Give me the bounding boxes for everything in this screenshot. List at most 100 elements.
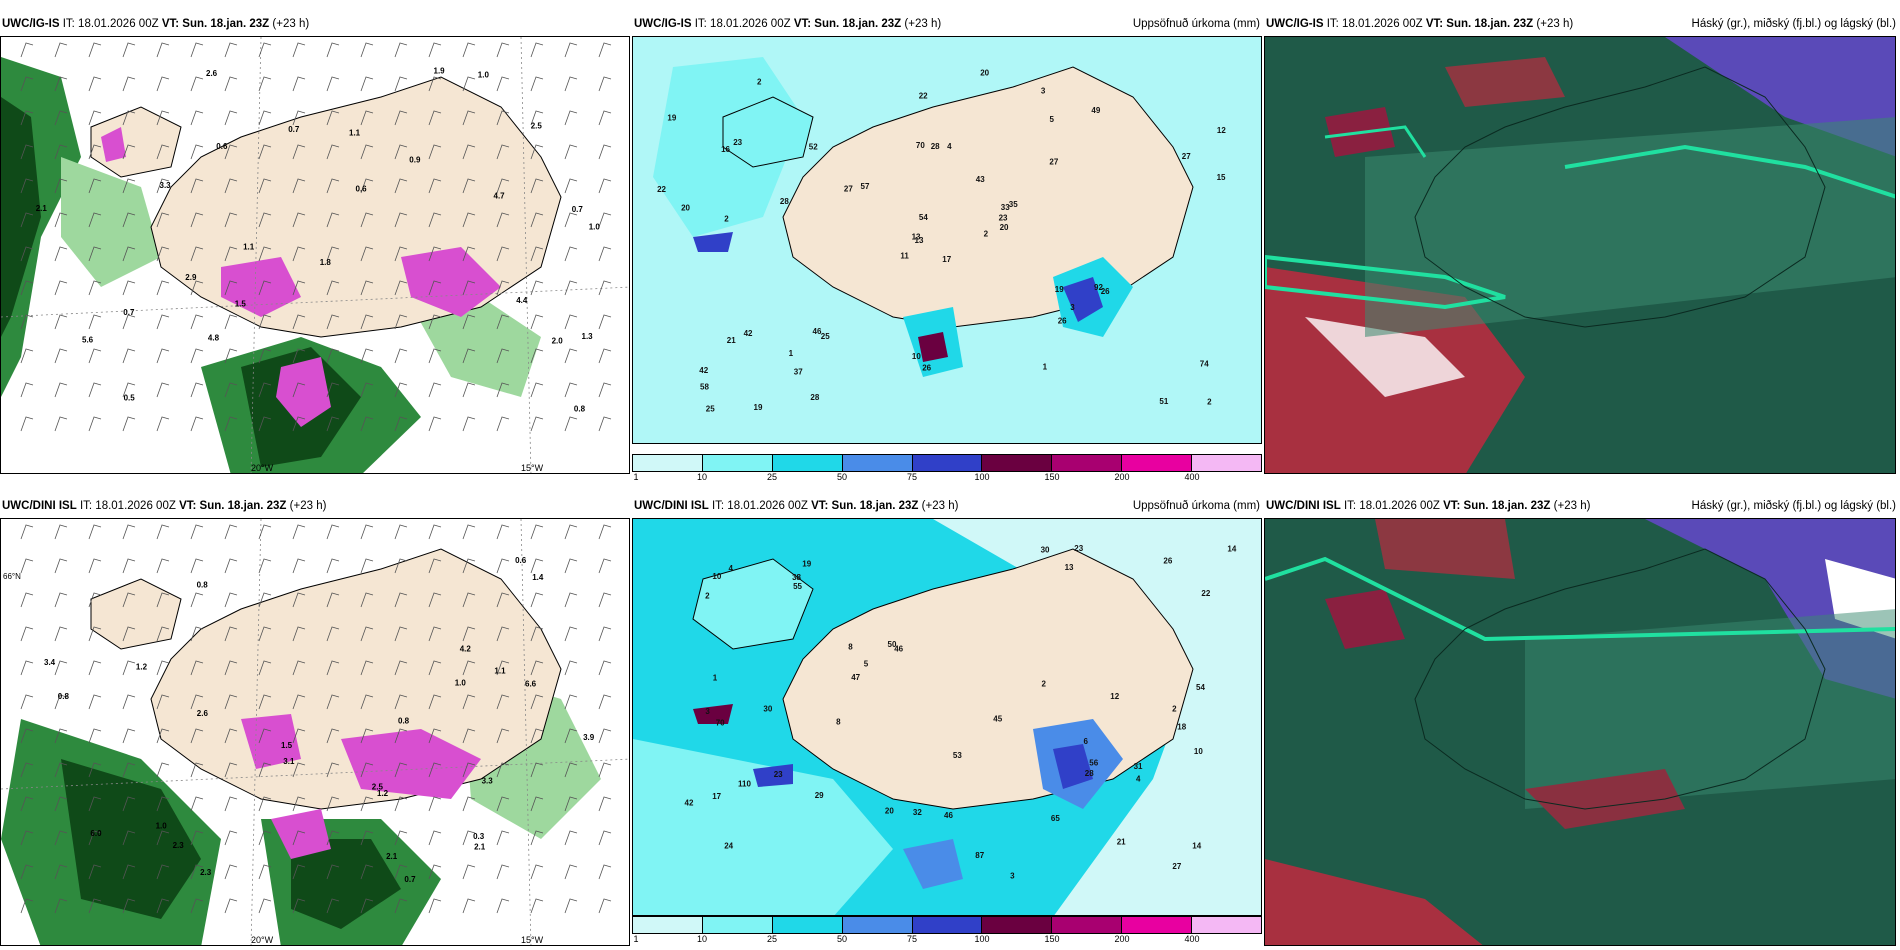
map-value-label: 58 xyxy=(700,382,709,391)
map-value-label: 1.0 xyxy=(156,822,168,831)
wind-barb xyxy=(156,416,170,432)
wind-barb xyxy=(564,348,578,364)
colorbar-tick-label: 200 xyxy=(1114,934,1130,944)
wind-barb xyxy=(156,348,170,364)
colorbar-swatch xyxy=(982,917,1053,933)
map-value-label: 2.1 xyxy=(36,204,48,213)
map-value-label: 0.6 xyxy=(356,185,368,194)
wind-barb xyxy=(54,178,68,194)
wind-barb xyxy=(530,762,544,778)
wind-barb xyxy=(224,280,238,296)
wind-barb xyxy=(564,558,578,574)
wind-barb xyxy=(88,246,102,262)
wind-barb xyxy=(224,42,238,58)
wind-barb xyxy=(224,796,238,812)
map-value-label: 31 xyxy=(1134,762,1143,771)
wind-barb xyxy=(598,42,612,58)
wind-barb xyxy=(190,626,204,642)
map-value-label: 54 xyxy=(1196,683,1205,692)
wind-barb xyxy=(326,416,340,432)
wind-barb xyxy=(530,110,544,126)
wind-barb xyxy=(122,660,136,676)
lead-time: (+23 h) xyxy=(289,500,327,512)
wind-barb xyxy=(564,694,578,710)
wind-barb xyxy=(360,762,374,778)
colorbar-tick-label: 10 xyxy=(696,934,708,944)
map-accum-precip[interactable]: 17 16 13 42 33 25 3 4 5 2 2 2 2 12 11 27 19 70 43 42 57 58 37 2… xyxy=(632,36,1262,444)
wind-barb xyxy=(20,416,34,432)
wind-barb xyxy=(530,416,544,432)
map-clouds[interactable] xyxy=(1264,518,1896,946)
map-value-label: 1.8 xyxy=(320,258,332,267)
wind-barb xyxy=(360,898,374,914)
map-value-label: 13 xyxy=(915,236,924,245)
wind-barb xyxy=(326,864,340,880)
map-value-label: 23 xyxy=(733,138,742,147)
map-value-label: 5 xyxy=(864,660,869,669)
wind-barb xyxy=(564,314,578,330)
map-value-label: 10 xyxy=(712,572,721,581)
colorbar-tick-label: 50 xyxy=(836,472,848,482)
wind-barb xyxy=(428,830,442,846)
valid-label: VT: xyxy=(179,500,197,512)
wind-barb xyxy=(54,524,68,540)
wind-barb xyxy=(190,178,204,194)
wind-barb xyxy=(190,416,204,432)
valid-label: VT: xyxy=(1425,18,1444,30)
map-value-label: 22 xyxy=(1201,589,1210,598)
map-precip-wind[interactable]: 66°N 20°W 15°W 0.7 0.8 1.0 1.2 1.1 2.1 3.9 2.6 3… xyxy=(0,518,630,946)
wind-barb xyxy=(360,76,374,92)
colorbar: 1 10 25 50 75 100 150 200 400 xyxy=(632,916,1262,944)
map-value-label: 70 xyxy=(916,141,925,150)
map-value-label: 17 xyxy=(712,792,721,801)
wind-barb xyxy=(122,382,136,398)
wind-barb xyxy=(88,762,102,778)
map-value-label: 0.7 xyxy=(572,205,584,214)
wind-barb xyxy=(20,694,34,710)
wind-barb xyxy=(462,76,476,92)
wind-barb xyxy=(20,76,34,92)
wind-barb xyxy=(326,178,340,194)
wind-barb xyxy=(394,592,408,608)
map-clouds[interactable] xyxy=(1264,36,1896,474)
wind-barb xyxy=(496,592,510,608)
wind-barb xyxy=(598,762,612,778)
map-value-label: 33 xyxy=(1001,203,1010,212)
map-value-label: 13 xyxy=(912,233,921,242)
wind-barb xyxy=(428,728,442,744)
wind-barb xyxy=(428,626,442,642)
wind-barb xyxy=(292,76,306,92)
map-value-label: 53 xyxy=(953,751,962,760)
map-value-label: 19 xyxy=(754,403,763,412)
wind-barb xyxy=(428,110,442,126)
map-value-label: 27 xyxy=(1049,158,1058,167)
wind-barb xyxy=(394,76,408,92)
colorbar-tick-label: 400 xyxy=(1184,472,1200,482)
wind-barb xyxy=(394,348,408,364)
wind-barb xyxy=(462,382,476,398)
map-value-label: 27 xyxy=(1182,152,1191,161)
wind-barb xyxy=(224,178,238,194)
colorbar-tick-label: 50 xyxy=(836,934,848,944)
lead-time: (+23 h) xyxy=(1536,18,1574,30)
wind-barb xyxy=(360,382,374,398)
wind-barb xyxy=(292,382,306,398)
wind-barb xyxy=(258,382,272,398)
wind-barb xyxy=(122,592,136,608)
map-value-label: 0.8 xyxy=(398,716,410,725)
map-accum-precip[interactable]: 6 18 24 19 46 21 17 13 8 3 2 3 10 14 20 54 53 45 50 23 14 26 4… xyxy=(632,518,1262,916)
map-value-label: 26 xyxy=(1101,287,1110,296)
map-value-label: 1.0 xyxy=(589,223,601,232)
wind-barb xyxy=(20,348,34,364)
map-value-label: 3 xyxy=(1010,872,1015,881)
wind-barb xyxy=(428,42,442,58)
wind-barb xyxy=(224,76,238,92)
map-precip-wind[interactable]: 20°W 15°W 0.6 0.7 0.9 1.0 1.1 1.3 1.5 1.9 2.0 2.5… xyxy=(0,36,630,474)
wind-barb xyxy=(496,796,510,812)
map-value-label: 15 xyxy=(1217,173,1226,182)
wind-barb xyxy=(394,314,408,330)
model-name: UWC/DINI ISL xyxy=(2,500,77,512)
wind-barb xyxy=(564,110,578,126)
map-value-label: 2.6 xyxy=(206,69,218,78)
wind-barb xyxy=(394,280,408,296)
